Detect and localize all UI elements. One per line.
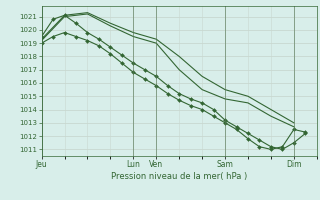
- X-axis label: Pression niveau de la mer( hPa ): Pression niveau de la mer( hPa ): [111, 172, 247, 181]
